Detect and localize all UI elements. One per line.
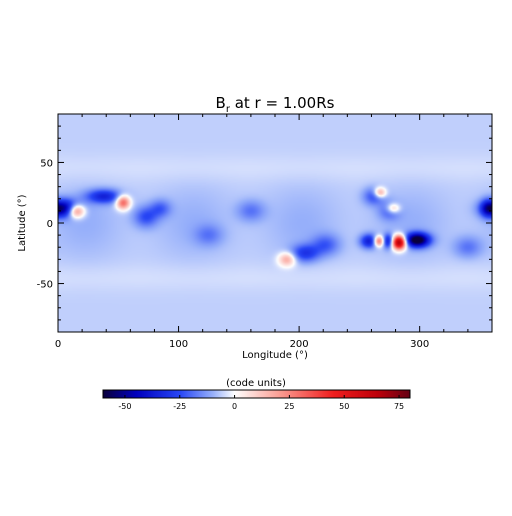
colorbar-tick-label: -50 <box>118 402 131 411</box>
heatmap-image <box>58 114 492 332</box>
y-tick-label: -50 <box>37 280 53 291</box>
colorbar-image <box>103 390 410 398</box>
colorbar-tick-label: 50 <box>339 402 349 411</box>
x-tick-label: 0 <box>55 339 61 350</box>
colorbar-tick-label: 75 <box>394 402 404 411</box>
y-axis: -50 0 50 <box>37 113 492 333</box>
heatmap-area <box>57 113 493 333</box>
y-tick-label: 0 <box>47 219 53 230</box>
chart-title-rest: at r = 1.00Rs <box>230 94 335 112</box>
colorbar-tick-label: -25 <box>173 402 186 411</box>
colorbar-frame <box>102 389 411 399</box>
colorbar <box>102 389 411 399</box>
colorbar-tick-label: 25 <box>284 402 294 411</box>
colorbar-tick-label: 0 <box>232 402 237 411</box>
y-axis-label: Latitude (°) <box>17 194 28 251</box>
colorbar-label: (code units) <box>226 378 286 389</box>
y-tick-label: 50 <box>40 158 53 169</box>
x-axis-label: Longitude (°) <box>242 350 308 361</box>
x-tick-label: 300 <box>410 339 429 350</box>
x-tick-label: 200 <box>290 339 309 350</box>
x-tick-label: 100 <box>169 339 188 350</box>
chart-title: Br at r = 1.00Rs <box>216 94 335 115</box>
colorbar-ticks: -50 -25 0 25 50 75 <box>118 395 404 411</box>
chart-title-main: B <box>216 94 226 112</box>
chart-title-sub: r <box>226 104 231 115</box>
